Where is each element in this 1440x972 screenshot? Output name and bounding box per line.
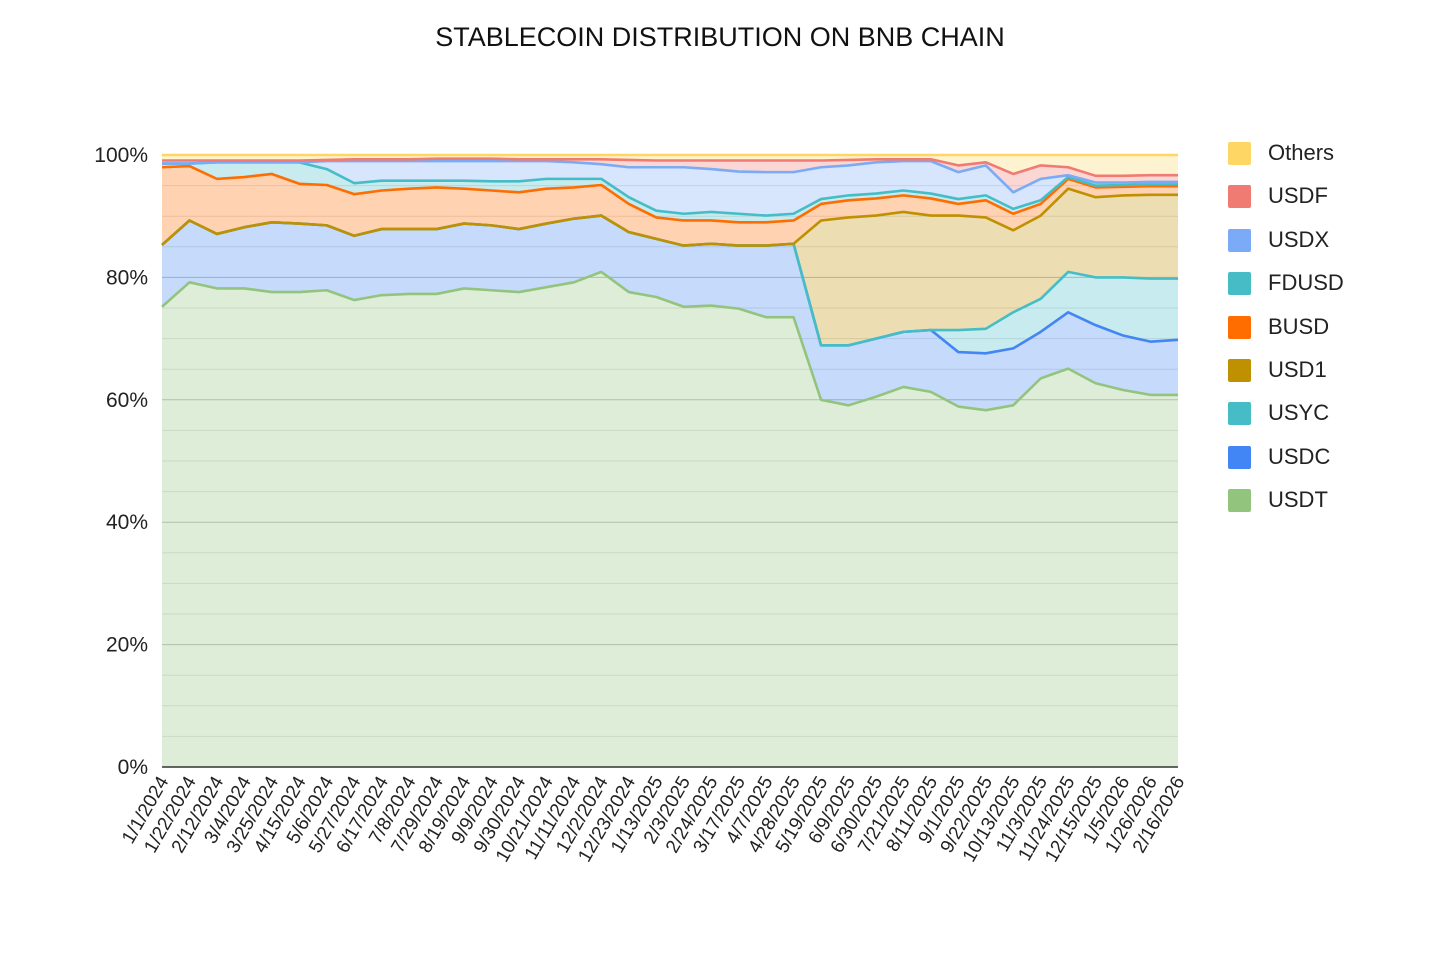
chart-title: STABLECOIN DISTRIBUTION ON BNB CHAIN bbox=[435, 22, 1005, 52]
legend-swatch bbox=[1228, 228, 1251, 252]
legend-item-usyc: USYC bbox=[1228, 400, 1344, 443]
legend-swatch bbox=[1228, 142, 1251, 165]
legend-item-others: Others bbox=[1228, 140, 1344, 183]
legend-item-busd: BUSD bbox=[1228, 314, 1344, 357]
legend-item-usdf: USDF bbox=[1228, 183, 1344, 226]
legend-label: USDX bbox=[1268, 226, 1330, 252]
legend-item-fdusd: FDUSD bbox=[1228, 270, 1344, 313]
area-usd1 bbox=[162, 188, 1178, 346]
legend-label: FDUSD bbox=[1268, 270, 1344, 296]
area-busd bbox=[162, 166, 1178, 246]
legend-item-usdx: USDX bbox=[1228, 227, 1344, 270]
area-others bbox=[162, 155, 1178, 176]
line-usdx bbox=[162, 159, 1178, 194]
legend-item-usdt: USDT bbox=[1228, 487, 1344, 530]
line-busd bbox=[161, 164, 1178, 224]
y-tick-label: 100% bbox=[94, 144, 148, 167]
legend-item-usdc: USDC bbox=[1228, 444, 1344, 487]
legend-label: USDT bbox=[1268, 487, 1328, 513]
legend-swatch bbox=[1228, 315, 1251, 339]
area-usdt bbox=[162, 271, 1178, 767]
area-usdc bbox=[162, 215, 1178, 411]
line-usdt bbox=[161, 270, 1178, 412]
legend-swatch bbox=[1228, 272, 1251, 296]
area-fills bbox=[162, 155, 1178, 767]
line-usdf bbox=[162, 157, 1178, 178]
y-tick-label: 20% bbox=[106, 634, 148, 657]
area-usdx bbox=[162, 161, 1178, 216]
x-axis-ticks: 1/1/20241/22/20242/12/20243/4/20243/25/2… bbox=[118, 773, 1189, 866]
legend-swatch bbox=[1228, 185, 1251, 209]
legend: Others USDF USDX FDUSD BUSD USD1 USYC USDC USDT bbox=[1228, 140, 1344, 531]
legend-label: USDC bbox=[1268, 443, 1331, 469]
legend-swatch bbox=[1228, 445, 1251, 469]
y-tick-label: 60% bbox=[106, 389, 148, 412]
legend-label: USYC bbox=[1268, 400, 1330, 426]
y-axis-ticks: 0% 20% 40% 60% 80% 100% bbox=[94, 144, 148, 779]
legend-label: Others bbox=[1268, 140, 1335, 165]
y-tick-label: 80% bbox=[106, 266, 148, 289]
legend-swatch bbox=[1228, 489, 1251, 513]
line-fdusd bbox=[162, 161, 1178, 217]
legend-item-usd1: USD1 bbox=[1228, 357, 1344, 400]
series-lines bbox=[161, 153, 1179, 768]
line-usd1 bbox=[161, 187, 1178, 247]
y-tick-label: 40% bbox=[106, 511, 148, 534]
legend-label: USDF bbox=[1268, 183, 1328, 209]
legend-label: USD1 bbox=[1268, 356, 1327, 382]
legend-swatch bbox=[1228, 358, 1251, 382]
legend-label: BUSD bbox=[1268, 313, 1330, 339]
legend-swatch bbox=[1228, 402, 1251, 426]
y-tick-label: 0% bbox=[118, 756, 148, 779]
